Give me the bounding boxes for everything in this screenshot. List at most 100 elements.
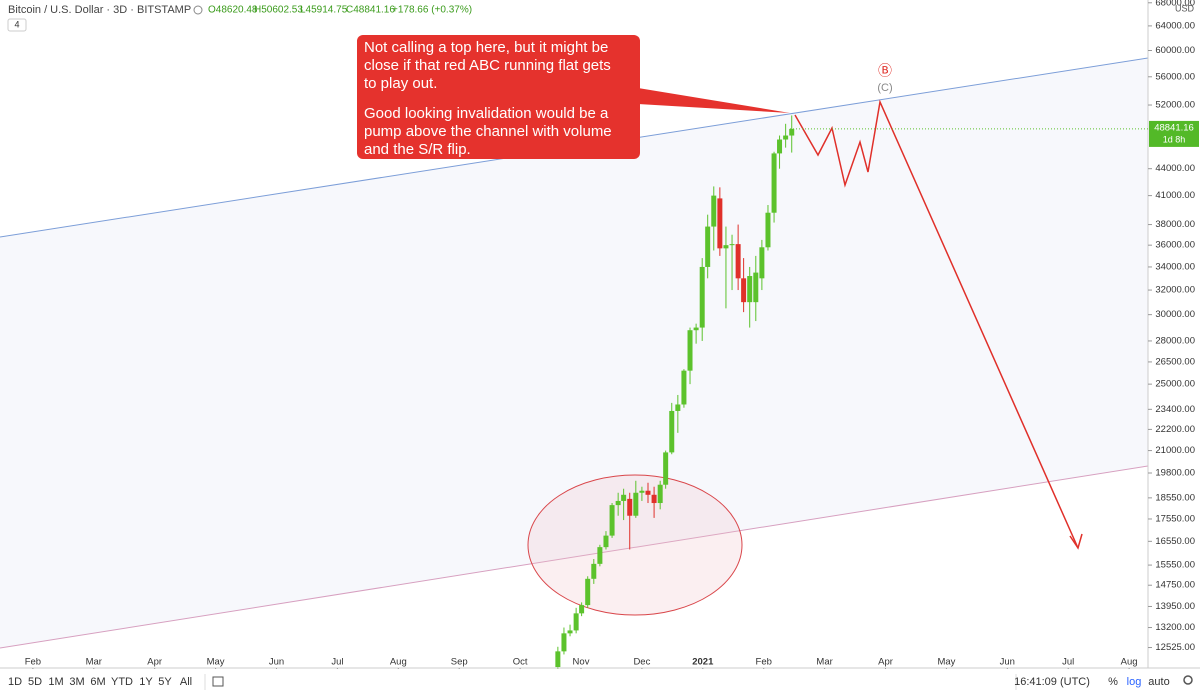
bottom-bar: [0, 669, 1200, 695]
x-tick-label: Jul: [1062, 657, 1074, 668]
candle-body: [657, 484, 663, 504]
x-tick-label: 2021: [692, 657, 714, 668]
candle-body: [585, 578, 591, 606]
candle-body: [681, 370, 687, 405]
x-tick-label: Dec: [633, 657, 650, 668]
projection-arrow: [1069, 533, 1083, 550]
callout-box: [357, 35, 640, 159]
y-tick-label: 64000.00: [1155, 20, 1195, 31]
y-tick-label: 21000.00: [1155, 445, 1195, 456]
x-tick-label: Feb: [756, 657, 772, 668]
y-tick-label: 15550.00: [1155, 560, 1195, 571]
candle-body: [633, 492, 639, 516]
range-button[interactable]: 5Y: [158, 676, 172, 688]
candle-body: [783, 135, 789, 140]
candle-body: [765, 212, 771, 248]
candle-body: [591, 563, 597, 579]
y-tick-label: 18550.00: [1155, 492, 1195, 503]
last-price-label: 48841.16: [1154, 122, 1194, 133]
y-tick-label: 19800.00: [1155, 468, 1195, 479]
y-tick-label: 30000.00: [1155, 309, 1195, 320]
range-button[interactable]: 6M: [90, 676, 105, 688]
last-price-box: [1149, 120, 1199, 147]
candle-body: [669, 410, 675, 453]
log-toggle[interactable]: log: [1127, 676, 1142, 688]
y-tick-label: 16550.00: [1155, 536, 1195, 547]
candle-body: [747, 276, 753, 303]
y-tick-label: 22200.00: [1155, 424, 1195, 435]
x-tick-label: Aug: [390, 657, 407, 668]
x-tick-label: May: [937, 657, 955, 668]
date-range-icon[interactable]: [212, 676, 224, 687]
auto-toggle[interactable]: auto: [1148, 676, 1169, 688]
currency: USD: [1175, 3, 1195, 13]
countdown-label: 1d 8h: [1163, 134, 1186, 144]
y-tick-label: 14750.00: [1155, 580, 1195, 591]
callout-text: close if that red ABC running flat gets: [364, 57, 611, 74]
indicator-badge[interactable]: [7, 18, 27, 32]
range-button[interactable]: 1D: [8, 676, 22, 688]
candle-body: [699, 266, 705, 328]
y-tick-label: 56000.00: [1155, 71, 1195, 82]
candle-body: [621, 494, 627, 501]
candle-body: [603, 535, 609, 548]
y-tick-label: 34000.00: [1155, 261, 1195, 272]
y-tick-label: 13200.00: [1155, 622, 1195, 633]
x-tick-label: Feb: [25, 657, 41, 668]
y-tick-label: 32000.00: [1155, 285, 1195, 296]
callout-text: to play out.: [364, 75, 437, 92]
price-axis: [1148, 0, 1200, 668]
candle-body: [615, 500, 621, 506]
x-tick-label: Mar: [86, 657, 102, 668]
candle-body: [651, 494, 657, 504]
callout-text: and the S/R flip.: [364, 141, 471, 158]
candle-body: [597, 547, 603, 564]
candle-body: [705, 226, 711, 267]
candle-body: [735, 244, 741, 279]
range-button[interactable]: YTD: [111, 676, 133, 688]
ohlc-open: O48620.48: [208, 5, 258, 16]
candle-body: [675, 404, 681, 411]
candle-body: [771, 153, 777, 213]
ohlc-low: L45914.75: [300, 5, 348, 16]
callout-text: Good looking invalidation would be a: [364, 105, 609, 122]
symbol: Bitcoin / U.S. Dollar · 3D · BITSTAMP: [8, 4, 191, 16]
y-tick-label: 60000.00: [1155, 45, 1195, 56]
x-tick-label: Jul: [331, 657, 343, 668]
callout-pointer: [638, 88, 790, 113]
x-tick-label: Apr: [147, 657, 162, 668]
wave-sub-label: (C): [877, 82, 892, 94]
candle-body: [555, 651, 561, 668]
range-button[interactable]: 5D: [28, 676, 42, 688]
projection-path: [794, 99, 1079, 549]
range-button[interactable]: All: [180, 676, 192, 688]
candle-body: [639, 490, 645, 493]
y-tick-label: 25000.00: [1155, 379, 1195, 390]
x-tick-label: Apr: [878, 657, 893, 668]
candle-body: [579, 605, 585, 614]
ohlc-change: +178.66 (+0.37%): [392, 5, 472, 16]
settings-icon[interactable]: [1183, 675, 1193, 685]
candle-body: [573, 613, 579, 631]
ohlc-close: C48841.16: [346, 5, 395, 16]
candle-body: [693, 327, 699, 331]
candle-body: [789, 128, 795, 136]
x-tick-label: Nov: [573, 657, 590, 668]
candle-body: [561, 633, 567, 652]
range-button[interactable]: 3M: [69, 676, 84, 688]
percent-toggle[interactable]: %: [1108, 676, 1118, 688]
candle-body: [687, 330, 693, 371]
wave-label: Ⓑ: [878, 63, 892, 79]
candle-body: [717, 198, 723, 249]
range-button[interactable]: 1M: [48, 676, 63, 688]
y-tick-label: 38000.00: [1155, 219, 1195, 230]
range-button[interactable]: 1Y: [139, 676, 153, 688]
candle-body: [663, 452, 669, 485]
x-tick-label: Oct: [513, 657, 528, 668]
eye-icon[interactable]: [193, 5, 203, 15]
y-tick-label: 36000.00: [1155, 240, 1195, 251]
y-tick-label: 68000.00: [1155, 0, 1195, 8]
x-tick-label: Mar: [816, 657, 832, 668]
candle-body: [711, 195, 717, 227]
x-tick-label: May: [207, 657, 225, 668]
